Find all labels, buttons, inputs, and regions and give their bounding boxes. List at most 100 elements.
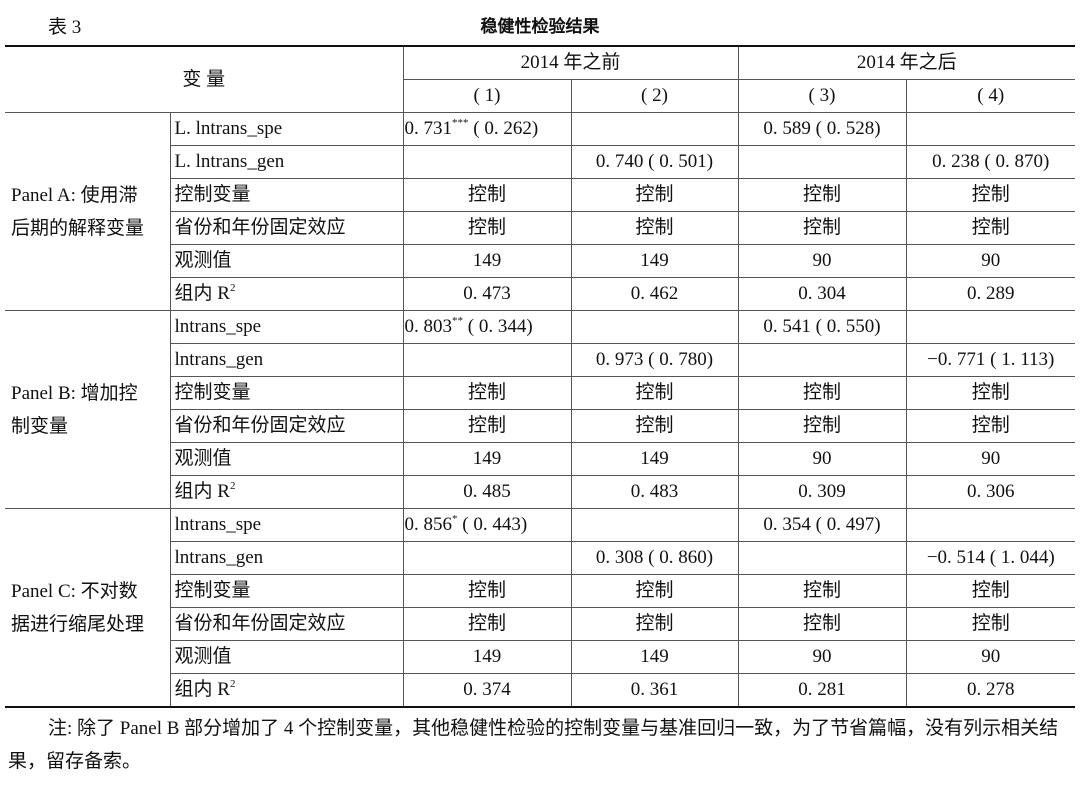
value-cell: 90 bbox=[737, 442, 907, 476]
value-cell bbox=[905, 508, 1075, 542]
value-cell: 149 bbox=[570, 244, 739, 278]
table-row: 观测值 149 149 90 90 bbox=[5, 244, 1075, 278]
value-cell: 0. 856* ( 0. 443) bbox=[402, 508, 572, 542]
coefficient: 149 bbox=[640, 646, 669, 667]
value-cell: 控制 bbox=[402, 409, 572, 443]
variable-label: 观测值 bbox=[174, 448, 232, 469]
value-cell: 90 bbox=[905, 442, 1075, 476]
value-cell: 控制 bbox=[570, 607, 739, 641]
variable-name: 组内 R2 bbox=[170, 475, 404, 509]
value-cell: 0. 740 ( 0. 501) bbox=[570, 145, 739, 179]
variable-label: 控制变量 bbox=[174, 580, 251, 601]
coefficient: 控制 bbox=[971, 613, 1010, 634]
coefficient: 控制 bbox=[467, 415, 506, 436]
value-cell: 90 bbox=[737, 244, 907, 278]
coefficient: 0. 541 ( 0. 550) bbox=[763, 316, 881, 337]
value-cell bbox=[570, 310, 739, 344]
value-cell bbox=[737, 343, 907, 377]
coefficient: 0. 462 bbox=[630, 283, 679, 304]
superscript: 2 bbox=[229, 480, 236, 492]
value-cell: 控制 bbox=[402, 607, 572, 641]
table-row: 组内 R2 0. 485 0. 483 0. 309 0. 306 bbox=[5, 475, 1075, 509]
value-cell bbox=[402, 145, 572, 179]
group-header-after-2014: 2014 年之后 bbox=[737, 45, 1075, 80]
value-cell bbox=[402, 343, 572, 377]
coefficient: 控制 bbox=[802, 580, 841, 601]
table-row: 组内 R2 0. 374 0. 361 0. 281 0. 278 bbox=[5, 673, 1075, 708]
coefficient: 0. 485 bbox=[463, 481, 511, 502]
column-header: ( 3) bbox=[737, 79, 907, 113]
coefficient: 0. 278 bbox=[967, 679, 1015, 700]
coefficient: −0. 514 ( 1. 044) bbox=[926, 547, 1055, 568]
value-cell: 0. 973 ( 0. 780) bbox=[570, 343, 739, 377]
table-row: lntrans_gen 0. 973 ( 0. 780) −0. 771 ( 1. … bbox=[5, 343, 1075, 377]
coefficient: −0. 771 ( 1. 113) bbox=[927, 349, 1055, 370]
table-row: 省份和年份固定效应 控制 控制 控制 控制 bbox=[5, 409, 1075, 443]
value-cell: 0. 374 bbox=[402, 673, 572, 708]
header-row-groups: 变 量 2014 年之前 2014 年之后 bbox=[5, 45, 1075, 113]
coefficient: 控制 bbox=[802, 184, 841, 205]
coefficient: 控制 bbox=[635, 184, 674, 205]
standard-error: ( 0. 443) bbox=[457, 514, 528, 535]
value-cell: 90 bbox=[905, 244, 1075, 278]
value-cell: 0. 541 ( 0. 550) bbox=[737, 310, 907, 344]
panel-label: Panel B: 增加控 制变量 bbox=[5, 310, 171, 509]
variable-name: L. lntrans_gen bbox=[170, 145, 404, 179]
panel-label: Panel A: 使用滞 后期的解释变量 bbox=[5, 112, 171, 311]
coefficient: 149 bbox=[472, 448, 502, 469]
value-cell: −0. 771 ( 1. 113) bbox=[905, 343, 1075, 377]
panel-label-line: 制变量 bbox=[11, 415, 69, 437]
value-cell: 0. 361 bbox=[570, 673, 739, 708]
table-row: L. lntrans_gen 0. 740 ( 0. 501) 0. 238 ( 0… bbox=[5, 145, 1075, 179]
coefficient: 控制 bbox=[635, 382, 674, 403]
variable-name: 控制变量 bbox=[170, 178, 404, 212]
coefficient: 0. 856 bbox=[404, 514, 453, 535]
value-cell: 0. 238 ( 0. 870) bbox=[905, 145, 1075, 179]
table-caption: 表 3 稳健性检验结果 bbox=[0, 8, 1080, 38]
panel-label-line: 后期的解释变量 bbox=[11, 217, 145, 239]
header-row-columns: ( 1) ( 2) ( 3) ( 4) bbox=[5, 79, 1075, 113]
variable-label: 省份和年份固定效应 bbox=[174, 613, 346, 634]
value-cell: 0. 306 bbox=[905, 475, 1075, 509]
coefficient: 90 bbox=[812, 646, 832, 667]
variable-name: 省份和年份固定效应 bbox=[170, 607, 404, 641]
coefficient: 控制 bbox=[971, 382, 1010, 403]
coefficient: 0. 731 bbox=[404, 118, 453, 139]
coefficient: 控制 bbox=[635, 415, 674, 436]
panel-label-line: Panel B: 增加控 bbox=[11, 382, 138, 404]
variable-label: 控制变量 bbox=[174, 184, 251, 205]
value-cell: 0. 589 ( 0. 528) bbox=[737, 112, 907, 146]
value-cell: 控制 bbox=[402, 376, 572, 410]
coefficient: 0. 281 bbox=[798, 679, 846, 700]
value-cell: 0. 304 bbox=[737, 277, 907, 311]
variable-label: 组内 R bbox=[174, 283, 230, 304]
coefficient: 控制 bbox=[971, 415, 1010, 436]
panel-label-line: 据进行缩尾处理 bbox=[11, 613, 145, 635]
value-cell: 0. 289 bbox=[905, 277, 1075, 311]
value-cell: 90 bbox=[737, 640, 907, 674]
value-cell: 0. 354 ( 0. 497) bbox=[737, 508, 907, 542]
table-row: Panel B: 增加控 制变量 lntrans_spe 0. 803** ( 0. … bbox=[5, 310, 1075, 509]
value-cell: 控制 bbox=[905, 376, 1075, 410]
panel-label-line: Panel A: 使用滞 bbox=[11, 184, 138, 206]
value-cell: −0. 514 ( 1. 044) bbox=[905, 541, 1075, 575]
coefficient: 0. 308 ( 0. 860) bbox=[595, 547, 714, 568]
variable-name: 控制变量 bbox=[170, 574, 404, 608]
value-cell: 控制 bbox=[905, 178, 1075, 212]
value-cell: 控制 bbox=[737, 574, 907, 608]
coefficient: 149 bbox=[640, 448, 669, 469]
table-row: Panel A: 使用滞 后期的解释变量 L. lntrans_spe 0. 731*… bbox=[5, 112, 1075, 311]
variable-name: lntrans_spe bbox=[169, 310, 404, 344]
value-cell bbox=[402, 541, 572, 575]
variable-label: 观测值 bbox=[174, 646, 232, 667]
coefficient: 控制 bbox=[802, 613, 841, 634]
value-cell: 0. 308 ( 0. 860) bbox=[570, 541, 739, 575]
value-cell: 控制 bbox=[570, 178, 739, 212]
variable-label: 组内 R bbox=[174, 481, 230, 502]
value-cell: 控制 bbox=[737, 376, 907, 410]
table-number: 表 3 bbox=[48, 17, 82, 38]
table-note: 注: 除了 Panel B 部分增加了 4 个控制变量，其他稳健性检验的控制变量… bbox=[8, 718, 1059, 772]
coefficient: 0. 289 bbox=[967, 283, 1015, 304]
table-row: 控制变量 控制 控制 控制 控制 bbox=[5, 574, 1075, 608]
variable-name: 省份和年份固定效应 bbox=[170, 409, 404, 443]
